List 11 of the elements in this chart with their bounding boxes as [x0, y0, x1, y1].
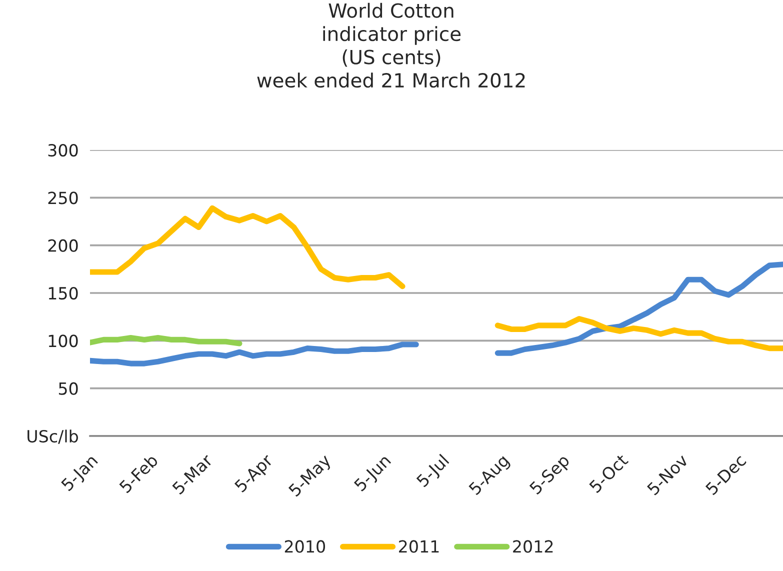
- y-tick-label: 100: [48, 334, 78, 348]
- y-tick-label: 50: [58, 382, 78, 395]
- legend-label: 2012: [513, 540, 553, 553]
- y-tick-label: 200: [48, 239, 78, 252]
- y-tick-label: USc/lb: [28, 430, 78, 444]
- chart-title: World Cotton indicator price (US cents) week ended 21 March 2012: [257, 2, 525, 88]
- y-tick-label: 150: [48, 286, 78, 300]
- y-tick-label: 300: [48, 144, 78, 157]
- legend-label: 2010: [284, 540, 326, 553]
- y-tick-label: 250: [48, 192, 78, 204]
- legend-label: 2011: [399, 540, 439, 553]
